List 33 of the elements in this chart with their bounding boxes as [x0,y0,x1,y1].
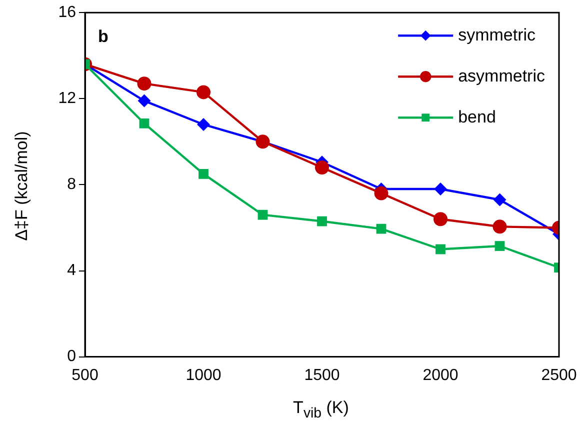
point [492,220,507,234]
y-tick-label: 16 [58,4,76,22]
annotation: b [98,27,108,47]
point [198,168,208,179]
x-tick-label: 500 [72,366,98,384]
x-tick-label: 2500 [541,366,577,384]
y-tick-label: 4 [67,262,76,280]
x-tick-label: 2000 [422,366,458,384]
x-tick-label: 1500 [304,366,340,384]
point [434,182,447,196]
y-tick-label: 12 [58,90,76,108]
point [436,244,446,254]
point [315,160,329,174]
point [137,76,152,91]
legend-label: bend [458,107,496,126]
point [139,118,150,128]
point [374,186,388,200]
point [197,118,210,131]
legend-label: asymmetric [458,66,546,86]
x-tick-label: 1000 [186,366,222,384]
point [494,241,505,251]
point [196,85,210,100]
point [376,224,386,234]
y-tick-label: 0 [67,348,76,366]
legend-label: symmetric [458,25,536,44]
point [138,94,151,108]
y-axis-title: Δ‡F (kcal/mol) [12,130,32,243]
x-axis-title: T$_{vib}$ (K) [292,398,350,422]
point [317,216,327,226]
y-tick-label: 8 [67,176,76,194]
point [493,193,506,206]
point [434,212,448,226]
point [258,210,268,220]
